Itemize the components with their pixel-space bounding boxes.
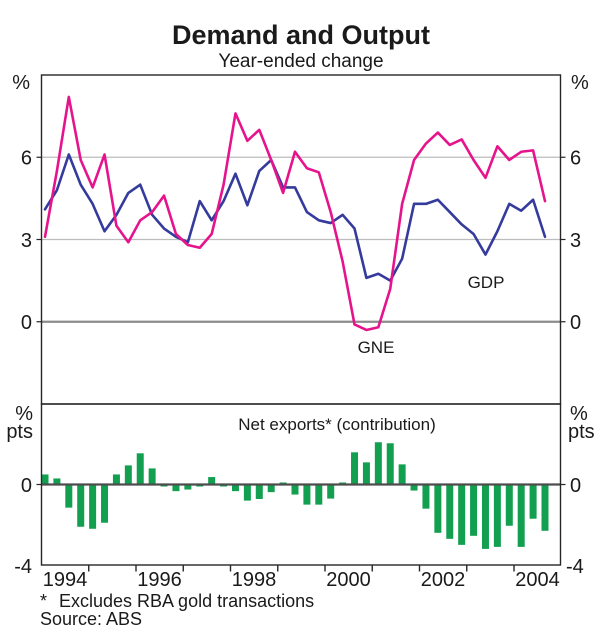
top-ytick-3-left: 3 bbox=[21, 230, 32, 252]
top-ytick-6-left: 6 bbox=[21, 148, 32, 170]
gdp-series-label: GDP bbox=[468, 273, 505, 292]
page-title: Demand and Output bbox=[172, 20, 430, 50]
net-exports-bar bbox=[386, 443, 394, 485]
gridlines-layer bbox=[41, 156, 561, 323]
net-exports-bar bbox=[493, 484, 501, 547]
net-exports-bar bbox=[458, 484, 466, 545]
gne-series-label: GNE bbox=[358, 338, 395, 357]
net-exports-bar bbox=[208, 477, 216, 485]
xtick-2002: 2002 bbox=[421, 569, 466, 591]
net-exports-bar bbox=[231, 484, 239, 492]
net-exports-bar bbox=[101, 484, 109, 523]
net-exports-bar bbox=[327, 484, 335, 499]
top-ytick-6-right: 6 bbox=[570, 148, 581, 170]
net-exports-bar bbox=[529, 484, 537, 519]
xtick-2000: 2000 bbox=[326, 569, 371, 591]
xtick-1996: 1996 bbox=[137, 569, 182, 591]
net-exports-bar bbox=[374, 442, 382, 485]
net-exports-bar bbox=[41, 474, 49, 485]
bottom-unit-left-line2: pts bbox=[6, 421, 33, 443]
net-exports-bar bbox=[541, 484, 549, 531]
net-exports-bar bbox=[517, 484, 525, 547]
net-exports-bar bbox=[255, 484, 263, 499]
bottom-ytick-neg4-right: -4 bbox=[566, 556, 584, 578]
top-unit-right: % bbox=[571, 72, 589, 94]
footnote-marker: * bbox=[40, 591, 47, 611]
bottom-unit-right-line2: pts bbox=[568, 421, 595, 443]
net-exports-bar bbox=[291, 484, 299, 495]
net-exports-bar bbox=[470, 484, 478, 536]
net-exports-bar bbox=[89, 484, 97, 529]
net-exports-bar bbox=[112, 474, 120, 485]
bottom-ytick-0-right: 0 bbox=[570, 475, 581, 497]
lines-layer bbox=[43, 95, 547, 332]
page-subtitle: Year-ended change bbox=[218, 51, 383, 72]
net-exports-bar bbox=[184, 484, 192, 490]
net-exports-bar bbox=[53, 478, 61, 485]
bottom-unit-left-line1: % bbox=[15, 403, 33, 425]
top-ytick-0-left: 0 bbox=[21, 312, 32, 334]
net-exports-bar bbox=[65, 484, 73, 508]
footnote-text: Excludes RBA gold transactions bbox=[59, 591, 314, 611]
net-exports-bar bbox=[505, 484, 513, 526]
bars-layer bbox=[41, 442, 549, 549]
xtick-2004: 2004 bbox=[515, 569, 560, 591]
top-unit-left: % bbox=[12, 72, 30, 94]
xtick-1994: 1994 bbox=[43, 569, 88, 591]
net-exports-series-label: Net exports* (contribution) bbox=[238, 415, 435, 434]
gdp-line bbox=[43, 153, 547, 282]
net-exports-bar bbox=[148, 468, 156, 485]
bottom-ytick-0-left: 0 bbox=[21, 475, 32, 497]
top-ytick-3-right: 3 bbox=[570, 230, 581, 252]
xtick-1998: 1998 bbox=[232, 569, 277, 591]
net-exports-bar bbox=[362, 462, 370, 485]
net-exports-bar bbox=[434, 484, 442, 533]
net-exports-bar bbox=[315, 484, 323, 505]
net-exports-bar bbox=[422, 484, 430, 509]
net-exports-bar bbox=[410, 484, 418, 491]
net-exports-bar bbox=[267, 484, 275, 493]
net-exports-bar bbox=[136, 453, 144, 485]
gne-line bbox=[43, 95, 547, 332]
bottom-ytick-neg4-left: -4 bbox=[14, 556, 32, 578]
top-ytick-0-right: 0 bbox=[570, 312, 581, 334]
net-exports-bar bbox=[303, 484, 311, 505]
net-exports-bar bbox=[446, 484, 454, 539]
bottom-unit-right-line1: % bbox=[570, 403, 588, 425]
net-exports-bar bbox=[77, 484, 85, 527]
net-exports-bar bbox=[398, 464, 406, 485]
source-text: Source: ABS bbox=[40, 609, 142, 629]
net-exports-bar bbox=[172, 484, 180, 492]
net-exports-bar bbox=[481, 484, 489, 549]
net-exports-bar bbox=[351, 452, 359, 485]
net-exports-bar bbox=[243, 484, 251, 501]
ticks-layer bbox=[36, 156, 566, 572]
net-exports-bar bbox=[124, 465, 132, 485]
